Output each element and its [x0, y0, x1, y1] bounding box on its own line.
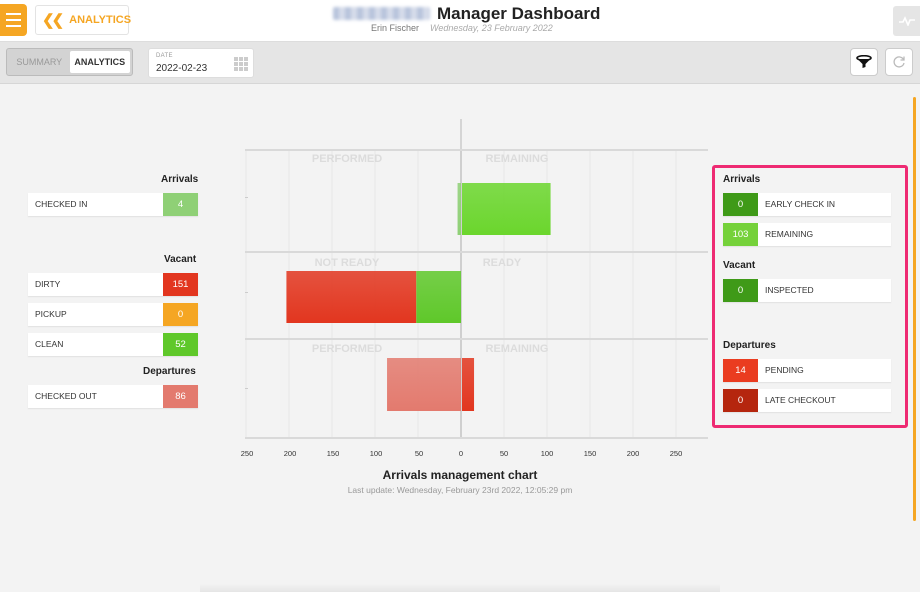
right-vacant-title: Vacant	[723, 260, 756, 271]
stat-label: PENDING	[765, 365, 804, 375]
stat-value-badge: 0	[723, 279, 758, 302]
double-chevron-left-icon: ❮❮	[42, 12, 64, 29]
stat-clean[interactable]: CLEAN 52	[28, 333, 198, 356]
view-toggle: SUMMARY ANALYTICS	[6, 48, 133, 76]
chart-panel-right-label: REMAINING	[486, 343, 549, 355]
chart-tick-label: 150	[584, 449, 597, 458]
chart-tick-label: 100	[370, 449, 383, 458]
chart-bar	[416, 271, 461, 323]
stat-label: REMAINING	[765, 229, 814, 239]
left-departures-title: Departures	[143, 366, 196, 377]
chart-panel-left-label: NOT READY	[315, 257, 380, 269]
stat-value-badge: 14	[723, 359, 758, 382]
left-vacant-title: Vacant	[164, 254, 197, 265]
chart-bar	[387, 358, 461, 411]
stat-dirty[interactable]: DIRTY 151	[28, 273, 198, 296]
stat-label: INSPECTED	[765, 285, 814, 295]
stat-checked-out[interactable]: CHECKED OUT 86	[28, 385, 198, 408]
chart-tick-label: 250	[241, 449, 254, 458]
stat-label: CHECKED OUT	[35, 391, 97, 401]
stat-early-check-in[interactable]: 0 EARLY CHECK IN	[723, 193, 891, 216]
chart-panel-right-label: REMAINING	[486, 153, 549, 165]
back-to-analytics-button[interactable]: ❮❮ ANALYTICS	[35, 5, 132, 35]
chart-tick-label: 50	[500, 449, 508, 458]
menu-button[interactable]	[0, 4, 27, 36]
stat-value-badge: 0	[723, 193, 758, 216]
refresh-button[interactable]	[885, 48, 913, 76]
stat-value-badge: 0	[163, 303, 198, 326]
chart-tick-label: 200	[284, 449, 297, 458]
stat-label: EARLY CHECK IN	[765, 199, 836, 209]
page-title: Manager Dashboard	[437, 4, 601, 23]
stat-late-checkout[interactable]: 0 LATE CHECKOUT	[723, 389, 891, 412]
chart-last-update: Last update: Wednesday, February 23rd 20…	[347, 485, 573, 495]
date-picker-label: DATE	[156, 53, 173, 59]
chart-panel-left-label: PERFORMED	[312, 153, 382, 165]
chart-tick-label: 0	[459, 449, 463, 458]
date-picker[interactable]: DATE 2022-02-23	[148, 48, 254, 78]
tab-summary[interactable]: SUMMARY	[16, 57, 63, 67]
filter-funnel-icon	[856, 55, 872, 68]
stat-value-badge: 52	[163, 333, 198, 356]
chart-bar	[286, 271, 417, 323]
highlight-frame	[712, 165, 908, 428]
arrivals-management-chart: 250 200 150 100 50 0 50 100 150 200 250 PERFORMED RE…	[241, 119, 708, 458]
stat-checked-in[interactable]: CHECKED IN 4	[28, 193, 198, 216]
chart-tick-label: 50	[415, 449, 423, 458]
toolbar: SUMMARY ANALYTICS DATE 2022-02-23	[0, 42, 920, 84]
stat-remaining[interactable]: 103 REMAINING	[723, 223, 891, 246]
chart-tick-label: 150	[327, 449, 340, 458]
chart-tick-label: 100	[541, 449, 554, 458]
stat-value-badge: 103	[723, 223, 758, 246]
vertical-scrollbar[interactable]	[913, 97, 916, 521]
chart-bar	[462, 183, 551, 235]
chart-bar	[457, 183, 461, 235]
bottom-shadow	[200, 584, 720, 592]
activity-button[interactable]	[893, 6, 920, 36]
chart-bar	[462, 358, 475, 411]
stat-value-badge: 4	[163, 193, 198, 216]
hotel-name-redacted	[333, 7, 430, 20]
date-picker-value: 2022-02-23	[156, 63, 208, 74]
left-arrivals-title: Arrivals	[161, 174, 199, 185]
header-date: Wednesday, 23 February 2022	[430, 23, 553, 33]
user-name: Erin Fischer	[371, 23, 420, 33]
stat-label: CLEAN	[35, 339, 64, 349]
menu-icon	[6, 13, 21, 15]
stat-value-badge: 86	[163, 385, 198, 408]
stat-label: CHECKED IN	[35, 199, 88, 209]
right-arrivals-title: Arrivals	[723, 174, 761, 185]
stat-value-badge: 151	[163, 273, 198, 296]
chart-panel-left-label: PERFORMED	[312, 343, 382, 355]
top-header: ❮❮ ANALYTICS Manager Dashboard Erin Fisc…	[0, 0, 920, 42]
calendar-grid-icon	[234, 57, 248, 71]
chart-panel-right-label: READY	[483, 257, 522, 269]
stat-pending[interactable]: 14 PENDING	[723, 359, 891, 382]
chart-title: Arrivals management chart	[382, 468, 538, 482]
stat-label: LATE CHECKOUT	[765, 395, 836, 405]
right-departures-title: Departures	[723, 340, 776, 351]
back-button-label: ANALYTICS	[69, 14, 132, 26]
stat-pickup[interactable]: PICKUP 0	[28, 303, 198, 326]
stat-inspected[interactable]: 0 INSPECTED	[723, 279, 891, 302]
stat-value-badge: 0	[723, 389, 758, 412]
stat-label: PICKUP	[35, 309, 67, 319]
chart-tick-label: 250	[670, 449, 683, 458]
activity-wave-icon	[898, 16, 915, 26]
filter-button[interactable]	[850, 48, 878, 76]
stat-label: DIRTY	[35, 279, 61, 289]
refresh-icon	[893, 56, 905, 68]
tab-analytics[interactable]: ANALYTICS	[69, 51, 130, 73]
chart-tick-label: 200	[627, 449, 640, 458]
